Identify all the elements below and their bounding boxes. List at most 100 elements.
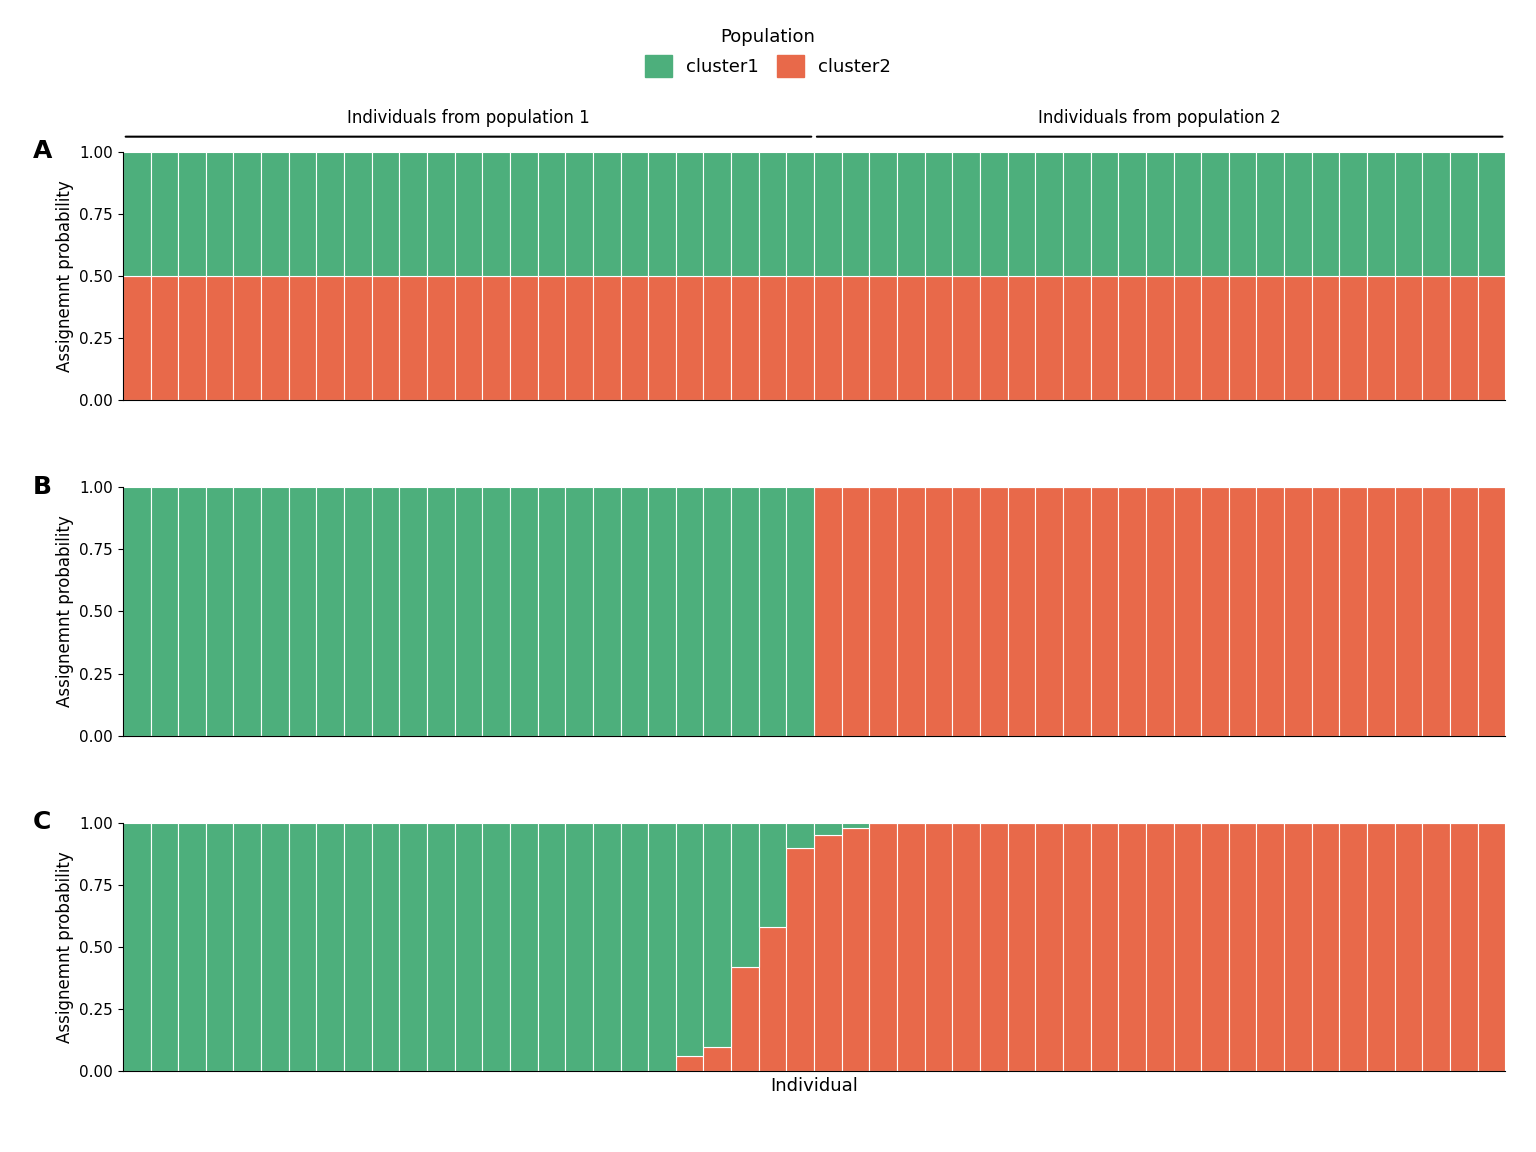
Bar [482, 823, 510, 1071]
Bar [842, 275, 869, 400]
Bar [1395, 487, 1422, 736]
Y-axis label: Assignemnt probability: Assignemnt probability [55, 851, 74, 1043]
Bar [510, 487, 538, 736]
Bar [786, 823, 814, 848]
Bar [676, 152, 703, 275]
Bar [372, 275, 399, 400]
Bar [372, 487, 399, 736]
Bar [759, 152, 786, 275]
Bar [455, 823, 482, 1071]
Bar [427, 487, 455, 736]
Bar [814, 823, 842, 835]
Bar [1339, 487, 1367, 736]
Bar [980, 487, 1008, 736]
Bar [151, 152, 178, 275]
Bar [842, 487, 869, 736]
Bar [482, 152, 510, 275]
Bar [869, 275, 897, 400]
Bar [399, 487, 427, 736]
Bar [261, 275, 289, 400]
Bar [344, 823, 372, 1071]
Bar [925, 152, 952, 275]
Bar [925, 823, 952, 1071]
Bar [1146, 823, 1174, 1071]
Bar [925, 275, 952, 400]
Bar [1008, 152, 1035, 275]
Bar [648, 275, 676, 400]
Bar [233, 823, 261, 1071]
Y-axis label: Assignemnt probability: Assignemnt probability [55, 516, 74, 707]
Bar [123, 275, 151, 400]
Bar [261, 152, 289, 275]
Bar [1008, 823, 1035, 1071]
Bar [1478, 487, 1505, 736]
Bar [482, 275, 510, 400]
Bar [980, 152, 1008, 275]
Bar [952, 487, 980, 736]
Bar [1284, 152, 1312, 275]
Bar [1063, 275, 1091, 400]
Bar [565, 152, 593, 275]
Bar [1367, 152, 1395, 275]
Bar [621, 487, 648, 736]
Bar [621, 275, 648, 400]
Bar [1422, 823, 1450, 1071]
Bar [1256, 275, 1284, 400]
Bar [427, 275, 455, 400]
Bar [206, 152, 233, 275]
Bar [178, 823, 206, 1071]
Bar [1174, 823, 1201, 1071]
Bar [123, 152, 151, 275]
Bar [1395, 275, 1422, 400]
Bar [1478, 275, 1505, 400]
Bar [316, 275, 344, 400]
Bar [565, 823, 593, 1071]
Bar [759, 487, 786, 736]
Bar [703, 275, 731, 400]
Bar [1146, 487, 1174, 736]
Bar [676, 275, 703, 400]
Bar [759, 275, 786, 400]
Bar [372, 152, 399, 275]
Text: Individuals from population 2: Individuals from population 2 [1038, 108, 1281, 127]
Bar [980, 275, 1008, 400]
Bar [703, 1046, 731, 1071]
Bar [289, 152, 316, 275]
Bar [1035, 487, 1063, 736]
Bar [1339, 152, 1367, 275]
Bar [510, 152, 538, 275]
Bar [621, 152, 648, 275]
Bar [731, 487, 759, 736]
Legend: cluster1, cluster2: cluster1, cluster2 [637, 21, 899, 84]
Text: Individuals from population 1: Individuals from population 1 [347, 108, 590, 127]
Bar [593, 823, 621, 1071]
Bar [925, 487, 952, 736]
Bar [676, 487, 703, 736]
Bar [565, 275, 593, 400]
Bar [1450, 823, 1478, 1071]
Bar [1118, 152, 1146, 275]
Bar [593, 487, 621, 736]
Bar [1478, 152, 1505, 275]
Bar [1284, 487, 1312, 736]
Bar [1422, 275, 1450, 400]
Bar [538, 152, 565, 275]
Bar [814, 152, 842, 275]
Bar [1339, 275, 1367, 400]
Bar [206, 823, 233, 1071]
Bar [1284, 275, 1312, 400]
Bar [1450, 152, 1478, 275]
Bar [703, 823, 731, 1046]
Bar [344, 152, 372, 275]
Bar [1478, 823, 1505, 1071]
Bar [233, 275, 261, 400]
Bar [869, 487, 897, 736]
Bar [1146, 152, 1174, 275]
Bar [1091, 275, 1118, 400]
Bar [1118, 487, 1146, 736]
Bar [510, 275, 538, 400]
Bar [731, 967, 759, 1071]
Bar [897, 152, 925, 275]
Bar [178, 152, 206, 275]
Bar [593, 152, 621, 275]
